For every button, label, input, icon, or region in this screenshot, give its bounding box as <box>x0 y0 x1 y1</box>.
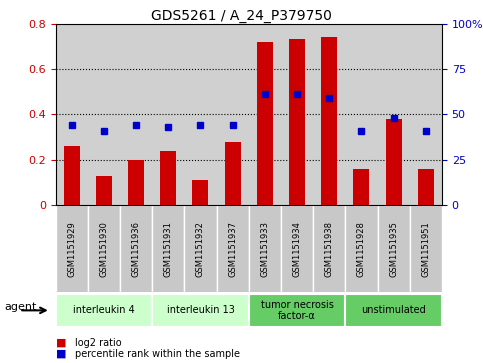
Text: GSM1151937: GSM1151937 <box>228 221 237 277</box>
Bar <box>56 294 152 327</box>
Text: GSM1151929: GSM1151929 <box>67 221 76 277</box>
Text: GSM1151931: GSM1151931 <box>164 221 173 277</box>
Text: interleukin 13: interleukin 13 <box>167 305 234 315</box>
Bar <box>281 205 313 292</box>
Bar <box>216 205 249 292</box>
Text: GSM1151928: GSM1151928 <box>357 221 366 277</box>
Bar <box>128 160 144 205</box>
Text: GSM1151933: GSM1151933 <box>260 221 270 277</box>
Text: GSM1151932: GSM1151932 <box>196 221 205 277</box>
Bar <box>192 180 209 205</box>
Text: GSM1151951: GSM1151951 <box>421 221 430 277</box>
Text: log2 ratio: log2 ratio <box>75 338 122 348</box>
Text: unstimulated: unstimulated <box>361 305 426 315</box>
Bar <box>385 119 402 205</box>
Text: interleukin 4: interleukin 4 <box>73 305 135 315</box>
Text: GSM1151935: GSM1151935 <box>389 221 398 277</box>
Text: agent: agent <box>5 302 37 312</box>
Bar <box>56 205 88 292</box>
Bar <box>249 205 281 292</box>
Bar <box>289 40 305 205</box>
Text: ■: ■ <box>56 349 66 359</box>
Bar <box>418 169 434 205</box>
Bar <box>152 294 249 327</box>
Bar <box>185 205 216 292</box>
Bar <box>313 205 345 292</box>
Bar <box>120 205 152 292</box>
Bar <box>378 205 410 292</box>
Bar <box>64 146 80 205</box>
Bar <box>225 142 241 205</box>
Text: percentile rank within the sample: percentile rank within the sample <box>75 349 240 359</box>
Bar <box>96 176 112 205</box>
Bar <box>354 169 369 205</box>
Bar <box>88 205 120 292</box>
Text: ■: ■ <box>56 338 66 348</box>
Text: GSM1151930: GSM1151930 <box>99 221 108 277</box>
Text: GDS5261 / A_24_P379750: GDS5261 / A_24_P379750 <box>151 9 332 23</box>
Text: GSM1151936: GSM1151936 <box>131 221 141 277</box>
Text: GSM1151934: GSM1151934 <box>293 221 301 277</box>
Bar <box>257 42 273 205</box>
Bar <box>345 294 442 327</box>
Text: GSM1151938: GSM1151938 <box>325 221 334 277</box>
Bar <box>410 205 442 292</box>
Bar <box>160 151 176 205</box>
Bar <box>321 37 337 205</box>
Text: tumor necrosis
factor-α: tumor necrosis factor-α <box>261 299 333 321</box>
Bar <box>152 205 185 292</box>
Bar <box>345 205 378 292</box>
Bar <box>249 294 345 327</box>
